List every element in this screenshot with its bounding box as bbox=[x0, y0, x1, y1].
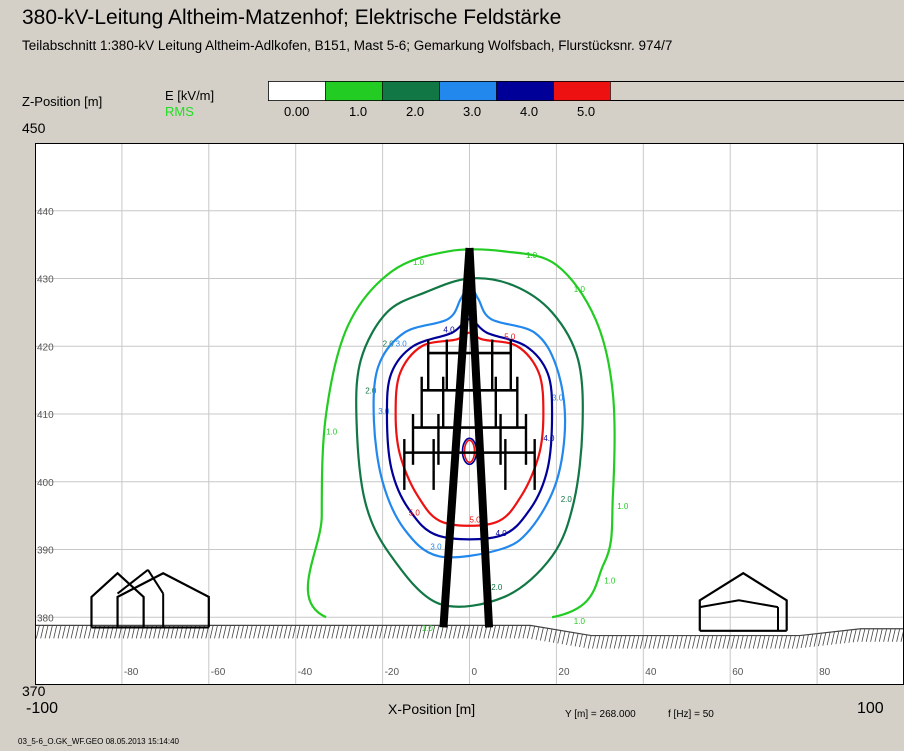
scale-swatch bbox=[496, 81, 554, 101]
contour-label: 1.0 bbox=[604, 576, 616, 585]
contour-label: 1.0 bbox=[422, 624, 434, 633]
contour-2.0 bbox=[355, 277, 584, 608]
y-tick-label: 390 bbox=[37, 546, 54, 557]
scale-label: 1.0 bbox=[349, 104, 368, 119]
color-scale-legend bbox=[268, 81, 904, 101]
y-axis-max-label: 450 bbox=[22, 120, 46, 136]
file-info: 03_5-6_O.GK_WF.GEO 08.05.2013 15:14:40 bbox=[18, 737, 179, 746]
house-right bbox=[698, 571, 788, 632]
roof-line bbox=[699, 599, 779, 609]
scale-label: 2.0 bbox=[406, 104, 425, 119]
chart-subtitle: Teilabschnitt 1:380-kV Leitung Altheim-A… bbox=[22, 38, 673, 53]
contour-label: 4.0 bbox=[443, 326, 455, 335]
frequency-info: f [Hz] = 50 bbox=[668, 709, 714, 720]
y-tick-label: 380 bbox=[37, 613, 54, 624]
house-left-large bbox=[116, 571, 210, 629]
scale-swatch bbox=[553, 81, 611, 101]
x-axis-min-label: -100 bbox=[26, 700, 59, 717]
contour-label: 3.0 bbox=[430, 543, 442, 552]
y-tick-label: 400 bbox=[37, 478, 54, 489]
house-outline bbox=[116, 571, 210, 628]
tower-leg-right bbox=[465, 247, 494, 628]
x-tick-label: 40 bbox=[645, 667, 657, 678]
contour-label: 2.0 bbox=[561, 495, 573, 504]
field-strength-plot: -80 -60 -40 -20 0 20 40 60 80 380 390 400 410 420 430 4… bbox=[35, 143, 904, 685]
contour-label: 5.0 bbox=[470, 515, 482, 524]
x-tick-label: 80 bbox=[819, 667, 831, 678]
scale-swatch bbox=[439, 81, 497, 101]
contour-label: 1.0 bbox=[326, 427, 338, 436]
contour-label: 1.0 bbox=[526, 251, 538, 260]
contour-label: 2.0 bbox=[491, 583, 503, 592]
scale-swatch bbox=[325, 81, 383, 101]
x-tick-label: -20 bbox=[385, 667, 400, 678]
x-axis-max-label: 100 bbox=[857, 700, 884, 717]
chart-title: 380-kV-Leitung Altheim-Matzenhof; Elektr… bbox=[22, 6, 562, 29]
x-tick-label: 0 bbox=[472, 667, 478, 678]
roof-line bbox=[147, 569, 165, 595]
contour-inner-5.0 bbox=[463, 439, 476, 464]
contour-label: 2.0 bbox=[365, 387, 377, 396]
y-axis-min-label: 370 bbox=[22, 683, 46, 699]
y-axis-label: Z-Position [m] bbox=[22, 94, 103, 109]
contour-label: 3.0 bbox=[396, 339, 408, 348]
y-tick-label: 440 bbox=[37, 207, 54, 218]
x-tick-label: 20 bbox=[558, 667, 570, 678]
contour-label: 3.0 bbox=[378, 407, 390, 416]
contour-label: 4.0 bbox=[543, 434, 555, 443]
x-axis-label: X-Position [m] bbox=[388, 701, 476, 717]
roof-line bbox=[116, 569, 149, 595]
y-position-info: Y [m] = 268.000 bbox=[565, 709, 636, 720]
scale-swatch bbox=[382, 81, 440, 101]
transmission-tower bbox=[403, 247, 536, 628]
house-outline bbox=[698, 571, 788, 631]
legend-title: E [kV/m] bbox=[165, 88, 215, 103]
contour-label: 1.0 bbox=[617, 502, 629, 511]
x-tick-label: -60 bbox=[211, 667, 226, 678]
contour-label: 2.0 bbox=[383, 339, 395, 348]
scale-label: 4.0 bbox=[520, 104, 539, 119]
y-tick-label: 430 bbox=[37, 275, 54, 286]
scale-label: 5.0 bbox=[577, 104, 596, 119]
legend-subtitle: RMS bbox=[165, 104, 194, 119]
contour-1.0 bbox=[306, 248, 616, 619]
contour-label: 3.0 bbox=[552, 393, 564, 402]
contour-label: 5.0 bbox=[409, 509, 421, 518]
y-tick-label: 420 bbox=[37, 342, 54, 353]
ground-hatching bbox=[35, 625, 904, 649]
ground-profile bbox=[35, 624, 904, 649]
contour-label: 4.0 bbox=[496, 529, 508, 538]
contour-label: 1.0 bbox=[413, 258, 425, 267]
x-tick-label: -40 bbox=[298, 667, 313, 678]
scale-label: 0.00 bbox=[284, 104, 310, 119]
house-outline bbox=[90, 571, 145, 628]
contour-label: 5.0 bbox=[504, 332, 516, 341]
y-tick-label: 410 bbox=[37, 410, 54, 421]
x-tick-label: 60 bbox=[732, 667, 744, 678]
x-tick-label: -80 bbox=[124, 667, 139, 678]
scale-label: 3.0 bbox=[463, 104, 482, 119]
scale-swatch bbox=[268, 81, 326, 101]
contour-label: 1.0 bbox=[574, 285, 586, 294]
contour-label: 1.0 bbox=[574, 617, 586, 626]
tower-leg-left bbox=[439, 247, 474, 628]
